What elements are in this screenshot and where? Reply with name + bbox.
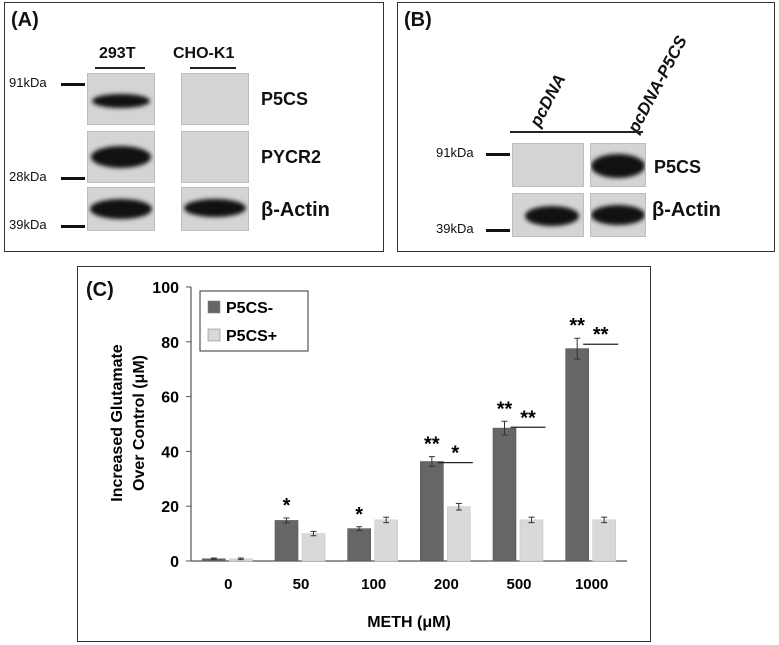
legend-label: P5CS- <box>226 300 273 317</box>
y-tick-label: 60 <box>161 390 179 407</box>
protein-label-actin-b: β-Actin <box>652 199 721 221</box>
blot-pcdna-p5cs-construct-actin <box>590 193 646 237</box>
bar-p5cs-minus <box>565 348 589 562</box>
blot-pcdna-actin <box>512 193 584 237</box>
bar-p5cs-minus <box>347 528 371 562</box>
cell-line-cho-k1: CHO-K1 <box>173 45 235 62</box>
blot-pcdna-p5cs-construct-p5cs <box>590 143 646 187</box>
marker-91kda-b: 91kDa <box>436 145 474 160</box>
blot-chok1-p5cs <box>181 73 249 125</box>
marker-tick-91kda <box>61 83 85 86</box>
bar-p5cs-plus <box>374 519 398 562</box>
significance-star: ** <box>497 398 513 420</box>
bar-p5cs-minus <box>420 461 444 562</box>
significance-star: * <box>283 495 291 517</box>
construct-pcdna: pcDNA <box>526 70 570 130</box>
panel-b-label: (B) <box>404 9 432 31</box>
bar-p5cs-minus <box>492 427 517 562</box>
marker-tick-39kda-b <box>486 229 510 232</box>
protein-label-pycr2: PYCR2 <box>261 147 322 167</box>
significance-star-comparison: * <box>451 443 459 465</box>
band-293t-p5cs <box>92 94 150 108</box>
x-tick-label: 1000 <box>575 576 608 593</box>
marker-39kda-b: 39kDa <box>436 221 474 236</box>
x-tick-label: 0 <box>224 576 232 593</box>
band-chok1-actin <box>184 199 246 217</box>
x-tick-label: 100 <box>361 576 386 593</box>
significance-star: ** <box>569 315 585 337</box>
construct-pcdna-p5cs: pcDNA-P5CS <box>624 32 691 136</box>
band-pcdna-actin <box>525 206 579 226</box>
band-293t-actin <box>90 199 152 219</box>
significance-star: * <box>355 504 363 526</box>
blot-chok1-actin <box>181 187 249 231</box>
bar-p5cs-plus <box>301 533 326 562</box>
bar-p5cs-plus <box>592 519 616 562</box>
cell-line-underline-cho-k1 <box>190 67 236 69</box>
marker-91kda: 91kDa <box>9 75 47 90</box>
x-tick-label: 500 <box>506 576 531 593</box>
y-tick-label: 20 <box>161 499 179 516</box>
marker-28kda: 28kDa <box>9 169 47 184</box>
y-axis-label: Increased Glutamate <box>109 344 126 502</box>
significance-star: ** <box>424 434 440 456</box>
bar-p5cs-plus <box>519 519 544 562</box>
blot-chok1-pycr2 <box>181 131 249 183</box>
blot-293t-actin <box>87 187 155 231</box>
y-tick-label: 40 <box>161 444 179 461</box>
x-tick-label: 200 <box>434 576 459 593</box>
construct-line <box>510 131 643 133</box>
protein-label-actin: β-Actin <box>261 199 330 221</box>
y-tick-label: 80 <box>161 335 179 352</box>
blot-pcdna-p5cs <box>512 143 584 187</box>
significance-star-comparison: ** <box>593 324 609 346</box>
legend-label: P5CS+ <box>226 328 277 345</box>
band-pcdna-p5cs-construct-actin <box>591 205 645 225</box>
panel-c: (C) 0 20 40 60 80 100 0 50 * 100 * 200 ** * 500 ** ** 100… <box>77 266 651 642</box>
marker-tick-91kda-b <box>486 153 510 156</box>
cell-line-underline-293t <box>95 67 145 69</box>
blot-293t-pycr2 <box>87 131 155 183</box>
panel-a: (A) 293T CHO-K1 91kDa 28kDa 39kDa P5CS P… <box>4 2 384 252</box>
x-tick-label: 50 <box>293 576 310 593</box>
band-pcdna-p5cs-construct-p5cs <box>591 154 645 178</box>
x-axis-label: METH (μM) <box>367 614 451 631</box>
panel-c-label: (C) <box>86 279 114 301</box>
protein-label-p5cs-b: P5CS <box>654 157 702 177</box>
marker-39kda: 39kDa <box>9 217 47 232</box>
band-293t-pycr2 <box>91 146 151 168</box>
blot-293t-p5cs <box>87 73 155 125</box>
panel-b: (B) pcDNA pcDNA-P5CS 91kDa 39kDa P5CS β-… <box>397 2 775 252</box>
bar-p5cs-minus <box>274 520 299 562</box>
y-tick-label: 100 <box>152 280 179 297</box>
panel-a-label: (A) <box>11 9 39 31</box>
protein-label-p5cs: P5CS <box>261 89 309 109</box>
significance-star-comparison: ** <box>520 407 536 429</box>
cell-line-293t: 293T <box>99 45 136 62</box>
legend-swatch <box>207 300 221 314</box>
marker-tick-39kda <box>61 225 85 228</box>
marker-tick-28kda <box>61 177 85 180</box>
legend-swatch <box>207 328 221 342</box>
bar-p5cs-plus <box>447 506 471 562</box>
y-tick-label: 0 <box>170 554 179 571</box>
y-axis-label: Over Control (μM) <box>131 355 148 491</box>
